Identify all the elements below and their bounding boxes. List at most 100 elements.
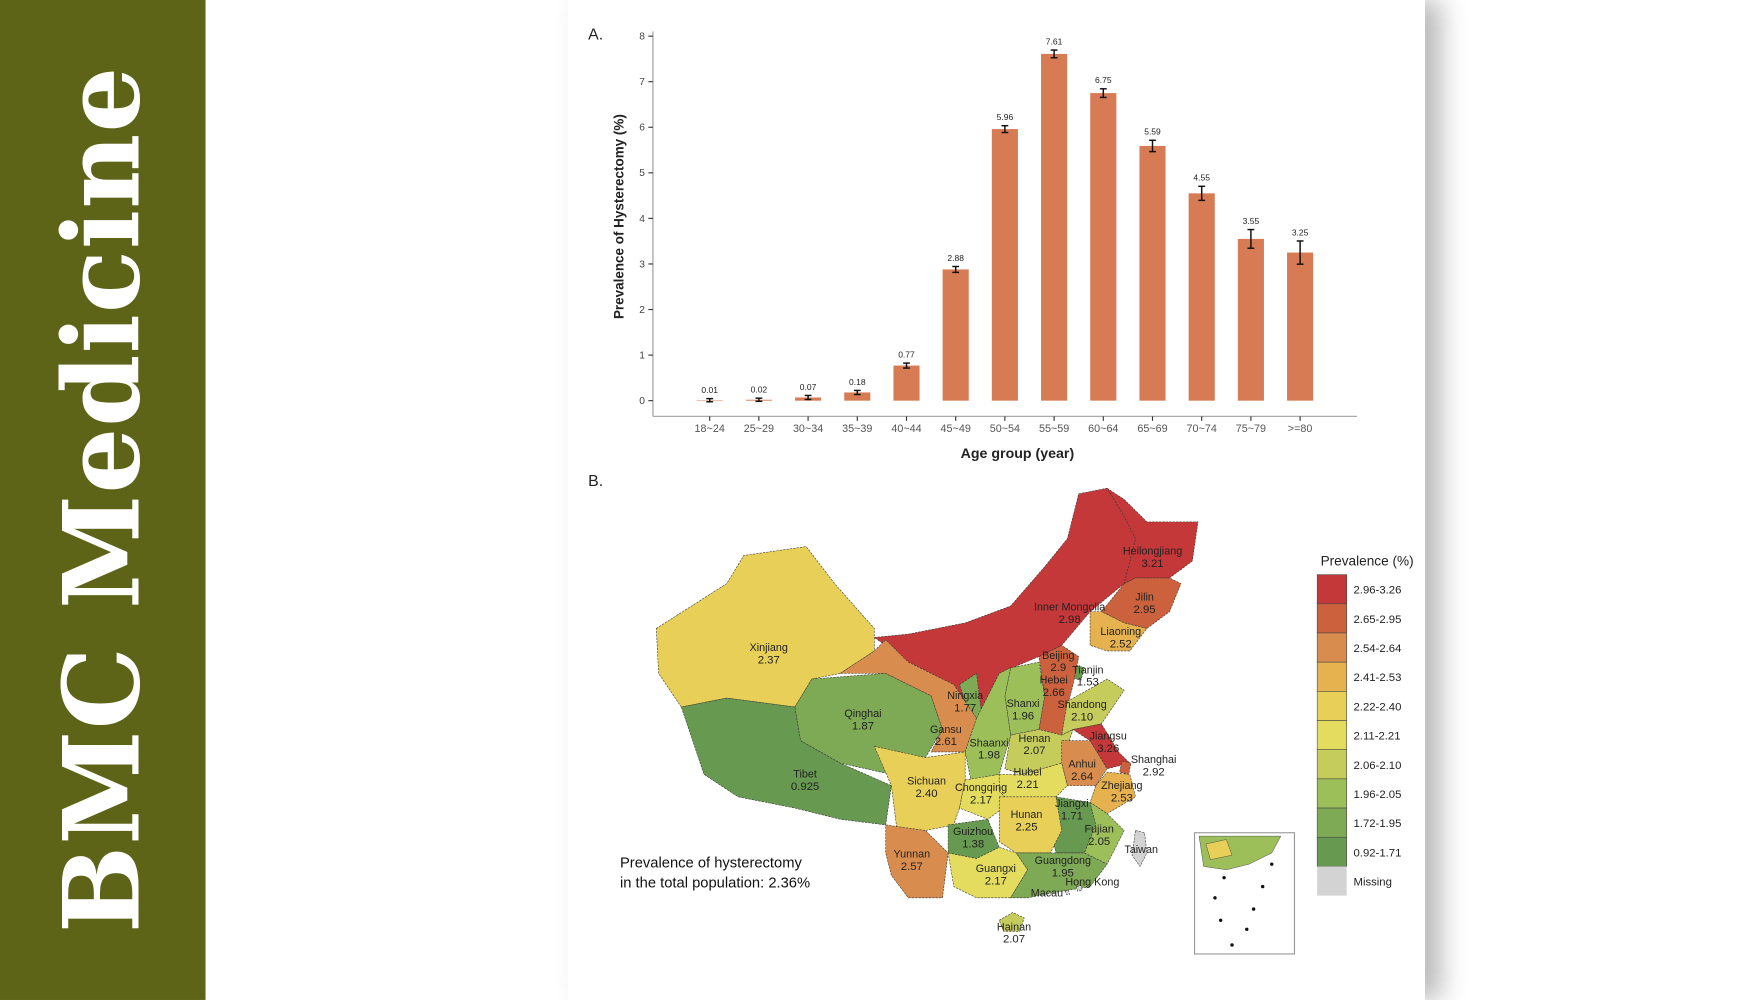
region-jilin [1100, 577, 1182, 629]
inset-island-dot [1260, 884, 1265, 889]
region-name-guangxi: Guangxi [976, 863, 1016, 875]
legend-label: 2.41-2.53 [1354, 672, 1402, 684]
x-axis-title: Age group (year) [961, 445, 1075, 461]
x-tick-label: 75~79 [1236, 423, 1266, 435]
region-name-guizhou: Guizhou [953, 826, 993, 838]
region-value-sichuan: 2.40 [916, 788, 938, 800]
region-name-tianjin: Tianjin [1072, 664, 1103, 676]
region-value-gansu: 2.61 [935, 736, 957, 748]
region-value-hunan: 2.25 [1015, 822, 1037, 834]
region-name-inner-mongolia: Inner Mongolia [1034, 602, 1105, 614]
data-label: 5.96 [997, 112, 1014, 122]
legend-label: Missing [1354, 877, 1392, 889]
data-label: 0.01 [701, 385, 718, 395]
region-name-chongqing: Chongqing [955, 782, 1007, 794]
region-macau [1064, 889, 1071, 895]
y-tick-label: 1 [639, 351, 645, 362]
y-tick-label: 6 [639, 123, 645, 134]
panel-label-a: A. [588, 26, 603, 43]
data-label: 0.18 [849, 377, 866, 387]
x-tick-label: >=80 [1288, 423, 1313, 435]
x-tick-label: 55~59 [1039, 423, 1069, 435]
region-value-fujian: 2.05 [1088, 836, 1110, 848]
legend-title: Prevalence (%) [1321, 554, 1414, 569]
data-label: 4.55 [1193, 173, 1210, 183]
region-hebei [1038, 644, 1080, 736]
region-name-heilongjiang: Heilongjiang [1123, 545, 1182, 557]
legend-label: 2.11-2.21 [1354, 731, 1401, 743]
region-value-shanghai: 2.92 [1143, 767, 1165, 779]
region-value-beijing: 2.9 [1050, 662, 1066, 674]
x-tick-label: 50~54 [990, 423, 1020, 435]
region-name-liaoning: Liaoning [1100, 626, 1141, 638]
region-name-jiangsu: Jiangsu [1090, 731, 1127, 743]
legend-label: 0.92-1.71 [1354, 847, 1402, 859]
x-tick-label: 60~64 [1088, 423, 1118, 435]
journal-sidebar: BMC Medicine [0, 0, 206, 1000]
region-value-hainan: 2.07 [1003, 934, 1025, 946]
data-label: 0.77 [898, 350, 915, 360]
x-tick-label: 25~29 [744, 423, 774, 435]
bar-55~59 [1041, 53, 1068, 401]
region-value-yunnan: 2.57 [901, 861, 923, 873]
region-value-heilongjiang: 3.21 [1141, 558, 1163, 570]
region-name-yunnan: Yunnan [894, 848, 931, 860]
y-tick-label: 2 [639, 305, 645, 316]
region-value-guangxi: 2.17 [985, 875, 1007, 887]
region-name-ningxia: Ningxia [947, 690, 983, 702]
region-name-henan: Henan [1019, 733, 1051, 745]
region-hainan [998, 912, 1025, 932]
panel-label-b: B. [588, 473, 603, 490]
legend-swatch [1316, 807, 1347, 838]
y-tick-label: 3 [639, 259, 645, 270]
x-tick-label: 65~69 [1137, 423, 1167, 435]
legend-swatch [1317, 866, 1347, 896]
legend-swatch [1316, 836, 1347, 867]
y-tick-label: 4 [639, 214, 645, 225]
region-name-taiwan: Taiwan [1124, 844, 1158, 856]
region-qinghai [794, 673, 943, 775]
legend-swatch [1316, 778, 1347, 809]
bar-40~44 [893, 365, 920, 401]
total-prevalence-annotation: Prevalence of hysterectomy [620, 856, 803, 872]
region-sichuan [873, 745, 966, 831]
region-value-tianjin: 1.53 [1077, 677, 1099, 689]
x-tick-label: 70~74 [1187, 423, 1217, 435]
region-value-qinghai: 1.87 [852, 721, 874, 733]
region-value-ningxia: 1.77 [954, 703, 976, 715]
region-guangdong [1010, 852, 1108, 899]
x-tick-label: 30~34 [793, 423, 823, 435]
legend-swatch [1316, 574, 1347, 605]
inset-island-dot [1251, 907, 1256, 911]
legend-label: 1.72-1.95 [1354, 818, 1402, 830]
region-name-zhejiang: Zhejiang [1101, 780, 1142, 792]
region-name-hainan: Hainan [997, 921, 1031, 933]
data-label: 2.88 [947, 253, 964, 263]
region-value-henan: 2.07 [1023, 745, 1045, 757]
legend-label: 2.22-2.40 [1354, 701, 1402, 713]
legend-swatch [1316, 661, 1347, 692]
inset-island-dot [1213, 896, 1217, 900]
region-name-gansu: Gansu [930, 724, 962, 736]
region-name-xinjiang: Xinjiang [750, 642, 788, 654]
region-hubei [998, 762, 1068, 803]
region-hong-kong [1076, 885, 1083, 892]
data-label: 0.07 [800, 382, 817, 392]
inset-island-dot [1245, 927, 1249, 931]
bar-35~39 [844, 392, 871, 401]
bar-45~49 [942, 269, 969, 401]
region-value-hebei: 2.66 [1043, 687, 1065, 699]
region-name-jilin: Jilin [1135, 591, 1154, 603]
legend-label: 2.65-2.95 [1354, 614, 1402, 626]
inset-region [1205, 839, 1233, 860]
region-value-hubei: 2.21 [1017, 779, 1039, 791]
data-label: 3.55 [1243, 216, 1260, 226]
inset-island-dot [1222, 875, 1226, 880]
region-name-beijing: Beijing [1042, 650, 1074, 662]
region-yunnan [885, 824, 949, 899]
region-name-hong-kong: Hong Kong [1065, 877, 1119, 889]
y-tick-label: 8 [639, 32, 645, 43]
legend-label: 2.54-2.64 [1354, 643, 1402, 655]
region-name-hubei: Hubei [1014, 767, 1042, 779]
x-tick-label: 45~49 [941, 423, 971, 435]
